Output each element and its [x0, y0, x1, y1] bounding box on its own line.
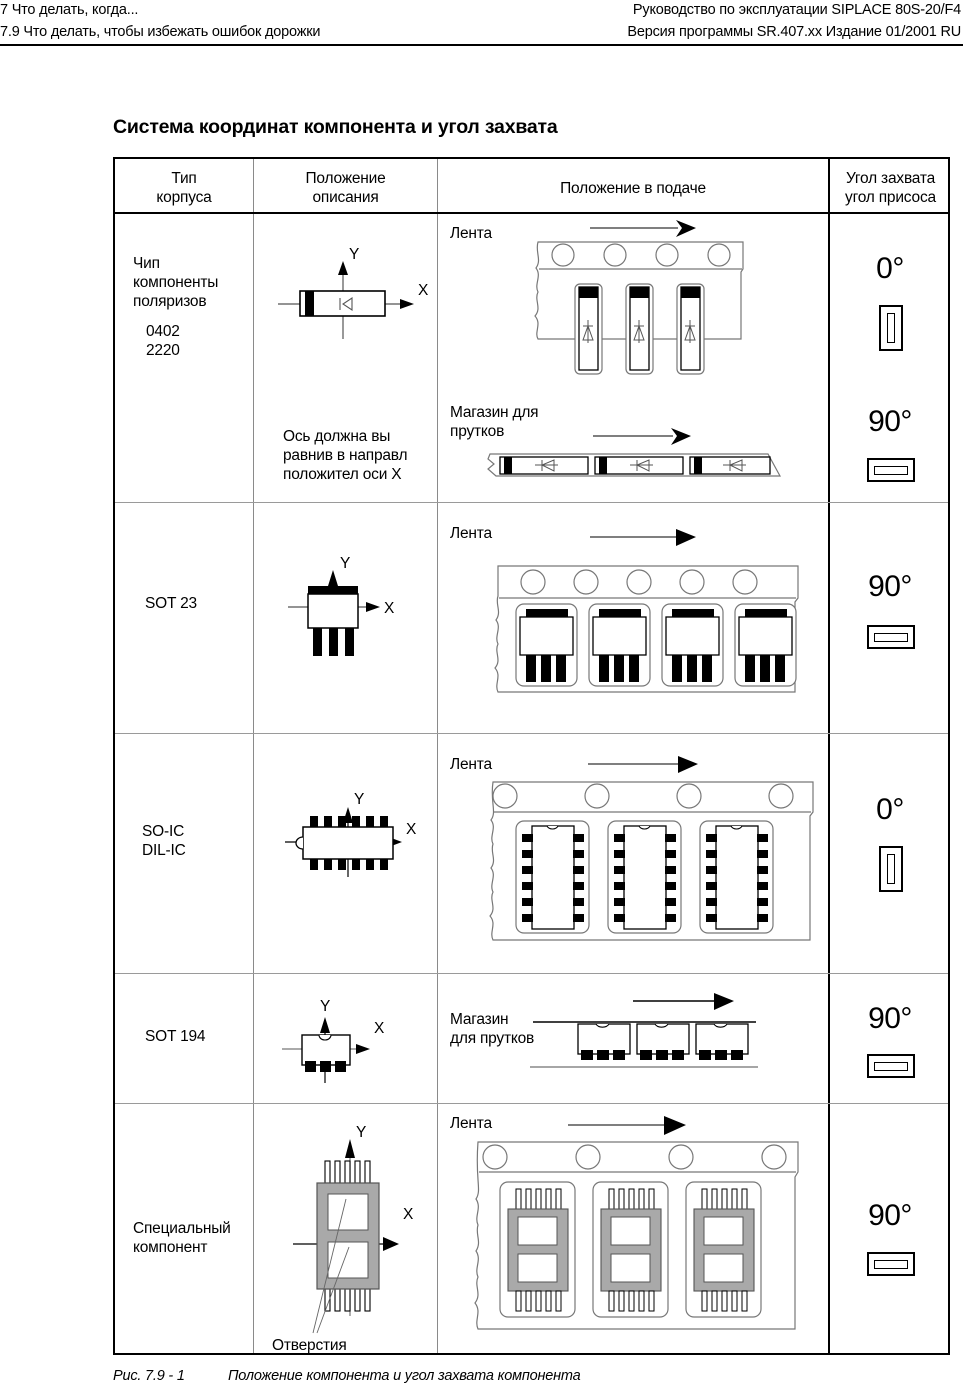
row3-axis-y-label: Y: [354, 791, 364, 808]
row5-angle: 90°: [868, 1199, 912, 1232]
column-divider-1: [253, 159, 254, 1353]
row4-feeder-line2: для прутков: [450, 1030, 535, 1047]
row3-type-line2: DIL-IC: [142, 842, 186, 859]
row-divider-4: [115, 1103, 948, 1104]
row4-description-sketch: X Y: [270, 991, 430, 1096]
row-divider-2: [115, 733, 948, 734]
row4-feeder-line1: Магазин: [450, 1011, 509, 1028]
row2-tape-diagram: [438, 514, 828, 729]
row1-axis-y-label: Y: [349, 246, 359, 263]
column-header-feeder-line1: Положение в подаче: [560, 180, 706, 197]
row2-axis-y-label: Y: [340, 555, 350, 572]
row2-nozzle-shape-horizontal: [867, 625, 915, 649]
row3-axis-x-label: X: [406, 821, 417, 838]
row3-feeder-label: Лента: [450, 756, 492, 773]
row5-tape-diagram: [438, 1104, 828, 1354]
row4-stick-diagram: [438, 984, 828, 1099]
row1-note-line2: равнив в направл: [283, 447, 408, 464]
column-header-angle-line1: Угол захвата: [845, 170, 936, 187]
row3-angle: 0°: [876, 793, 904, 826]
row5-nozzle-shape-horizontal: [867, 1252, 915, 1276]
row1-size-0402: 0402: [146, 323, 180, 340]
row4-feeder-label: Магазин для прутков: [450, 1010, 534, 1048]
row1-tape-diagram: [438, 214, 828, 379]
figure-number: Рис. 7.9 - 1: [113, 1368, 185, 1384]
row3-type-line1: SO-IC: [142, 823, 185, 840]
header-left-line1: 7 Что делать, когда...: [0, 2, 139, 18]
row5-axis-x-label: X: [403, 1206, 414, 1223]
column-header-description-line2: описания: [312, 189, 379, 206]
row-divider-3: [115, 973, 948, 974]
row1-type-line3: поляризов: [133, 293, 207, 310]
row1-axis-x-label: X: [418, 282, 429, 299]
row3-description-sketch: X Y: [260, 779, 440, 904]
row4-type-label: SOT 194: [145, 1028, 206, 1045]
row1-description-sketch: X Y: [260, 239, 435, 349]
header-left-line2: 7.9 Что делать, чтобы избежать ошибок до…: [0, 24, 321, 40]
row4-axis-y-label: Y: [320, 998, 330, 1015]
row1-feeder2-label: Магазин для прутков: [450, 403, 539, 441]
row1-note-line3: положител оси X: [283, 466, 402, 483]
component-orientation-table: Тип корпуса Положение описания Положение…: [113, 157, 950, 1355]
column-header-description-line1: Положение: [305, 170, 386, 187]
row1-note-line1: Ось должна вы: [283, 428, 391, 445]
row1-stick-diagram: [438, 414, 828, 499]
row3-nozzle-shape-vertical: [879, 846, 903, 892]
row4-angle: 90°: [868, 1002, 912, 1035]
column-header-type-line2: корпуса: [156, 189, 212, 206]
row-divider-1: [115, 502, 948, 503]
row1-type-line2: компоненты: [133, 274, 219, 291]
row1-feeder1-label: Лента: [450, 225, 492, 242]
row5-type-line2: компонент: [133, 1239, 208, 1256]
row1-type-label: Чип компоненты поляризов: [133, 254, 218, 311]
column-header-type-line1: Тип: [171, 170, 197, 187]
row2-description-sketch: X Y: [260, 544, 435, 679]
column-header-angle-line2: угол присоса: [845, 189, 936, 206]
column-divider-3: [828, 159, 830, 1353]
row1-angle-1: 0°: [876, 252, 904, 285]
row1-size-2220: 2220: [146, 342, 180, 359]
row1-note: Ось должна вы равнив в направл положител…: [283, 427, 408, 484]
page-title: Система координат компонента и угол захв…: [113, 116, 558, 138]
row5-axis-y-label: Y: [356, 1124, 366, 1141]
column-header-angle: Угол захвата угол присоса: [831, 169, 950, 207]
row5-feeder-label: Лента: [450, 1115, 492, 1132]
row4-nozzle-shape-horizontal: [867, 1054, 915, 1078]
column-header-type: Тип корпуса: [115, 169, 253, 207]
header-right-line1: Руководство по эксплуатации SIPLACE 80S-…: [632, 2, 961, 18]
header-rule: [0, 44, 963, 46]
row5-type-label: Специальный компонент: [133, 1219, 231, 1257]
row4-axis-x-label: X: [374, 1020, 385, 1037]
header-right-line2: Версия программы SR.407.xx Издание 01/20…: [627, 24, 961, 40]
row2-feeder-label: Лента: [450, 525, 492, 542]
row2-angle: 90°: [868, 570, 912, 603]
row5-description-sketch: X Y: [265, 1111, 440, 1361]
figure-caption: Положение компонента и угол захвата комп…: [228, 1368, 581, 1384]
header-row-divider: [115, 212, 948, 214]
column-header-description: Положение описания: [254, 169, 437, 207]
row1-type-sizes: 0402 2220: [146, 322, 180, 360]
row1-nozzle-shape-horizontal: [867, 458, 915, 482]
page-header: 7 Что делать, когда... 7.9 Что делать, ч…: [0, 0, 963, 44]
row1-feeder2-line2: прутков: [450, 423, 505, 440]
row1-type-line1: Чип: [133, 255, 160, 272]
row5-callout-label: Отверстия: [272, 1337, 347, 1354]
row3-type-label: SO-IC DIL-IC: [142, 822, 186, 860]
row5-type-line1: Специальный: [133, 1220, 231, 1237]
column-header-feeder: Положение в подаче: [438, 179, 828, 198]
row2-type-label: SOT 23: [145, 595, 197, 612]
column-divider-2: [437, 159, 438, 1353]
row1-nozzle-shape-vertical: [879, 305, 903, 351]
row2-axis-x-label: X: [384, 600, 395, 617]
row1-angle-2: 90°: [868, 405, 912, 438]
row3-tape-diagram: [438, 744, 828, 969]
row1-feeder2-line1: Магазин для: [450, 404, 539, 421]
